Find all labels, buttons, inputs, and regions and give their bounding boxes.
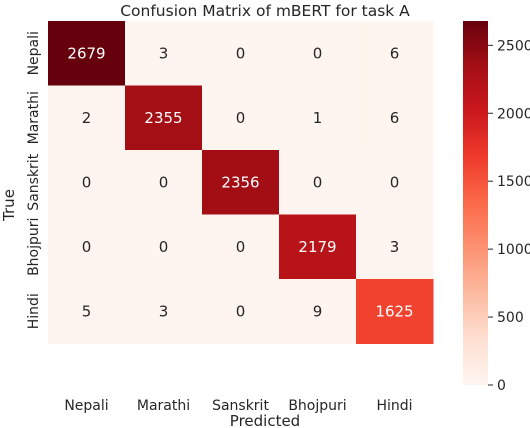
cell-value-label: 3 — [159, 302, 169, 320]
y-tick-label: Marathi — [26, 91, 42, 144]
x-tick-label: Sanskrit — [212, 398, 269, 414]
heatmap-cell-labels: 2679 3 0 0 6 2 2355 0 1 6 0 0 2356 0 0 0 0 0 2179 3 5 3 0 9 1625 — [67, 44, 413, 320]
heatmap-cell — [48, 21, 126, 86]
heatmap-cell — [356, 85, 434, 151]
y-tick-label: Bhojpuri — [26, 218, 42, 276]
heatmap-cell — [279, 279, 357, 344]
cell-value-label: 5 — [82, 302, 92, 320]
cell-value-label: 0 — [236, 302, 246, 320]
colorbar-ticks: 0 500 1000 1500 2000 2500 — [488, 38, 530, 394]
heatmap-cell — [48, 279, 126, 344]
x-tick-label: Bhojpuri — [288, 398, 346, 414]
cell-value-label: 2179 — [298, 238, 336, 256]
colorbar — [463, 21, 488, 385]
cell-value-label: 2679 — [67, 44, 105, 62]
heatmap-cell — [279, 85, 357, 151]
heatmap-cells — [48, 21, 434, 344]
cell-value-label: 6 — [390, 44, 400, 62]
cell-value-label: 2356 — [221, 173, 259, 191]
colorbar-tick-label: 2500 — [497, 38, 530, 54]
colorbar-tick-label: 2000 — [497, 106, 530, 122]
cell-value-label: 0 — [236, 44, 246, 62]
heatmap-cell — [202, 21, 280, 86]
heatmap-cell — [125, 214, 203, 280]
cell-value-label: 0 — [82, 238, 92, 256]
y-axis-label: True — [0, 189, 18, 222]
cell-value-label: 2355 — [144, 109, 182, 127]
heatmap-cell — [356, 279, 434, 344]
heatmap-cell — [48, 150, 126, 215]
heatmap-cell — [279, 150, 357, 215]
cell-value-label: 0 — [236, 109, 246, 127]
y-tick-label: Hindi — [26, 293, 42, 329]
heatmap-cell — [125, 85, 203, 151]
x-tick-labels: Nepali Marathi Sanskrit Bhojpuri Hindi — [64, 398, 412, 414]
cell-value-label: 6 — [390, 109, 400, 127]
cell-value-label: 0 — [82, 173, 92, 191]
heatmap-cell — [48, 214, 126, 280]
cell-value-label: 0 — [159, 238, 169, 256]
cell-value-label: 0 — [159, 173, 169, 191]
colorbar-tick-label: 1500 — [497, 174, 530, 190]
colorbar-tick-label: 1000 — [497, 242, 530, 258]
heatmap-cell — [202, 150, 280, 215]
cell-value-label: 3 — [159, 44, 169, 62]
cell-value-label: 1625 — [375, 302, 413, 320]
cell-value-label: 9 — [313, 302, 323, 320]
heatmap-cell — [356, 150, 434, 215]
heatmap-cell — [48, 85, 126, 151]
heatmap-cell — [202, 279, 280, 344]
chart-title: Confusion Matrix of mBERT for task A — [120, 2, 410, 20]
cell-value-label: 3 — [390, 238, 400, 256]
heatmap-cell — [356, 214, 434, 280]
cell-value-label: 0 — [313, 173, 323, 191]
x-tick-label: Nepali — [64, 398, 108, 414]
heatmap-cell — [125, 21, 203, 86]
x-tick-label: Marathi — [137, 398, 190, 414]
y-tick-label: Nepali — [26, 31, 42, 75]
cell-value-label: 2 — [82, 109, 92, 127]
x-tick-label: Hindi — [376, 398, 412, 414]
colorbar-tick-label: 500 — [497, 310, 524, 326]
heatmap-cell — [279, 21, 357, 86]
heatmap-cell — [125, 279, 203, 344]
heatmap-cell — [356, 21, 434, 86]
heatmap-cell — [279, 214, 357, 280]
colorbar-tick-label: 0 — [497, 378, 506, 394]
cell-value-label: 0 — [390, 173, 400, 191]
heatmap-cell — [202, 85, 280, 151]
cell-value-label: 0 — [236, 238, 246, 256]
y-tick-labels: Nepali Marathi Sanskrit Bhojpuri Hindi — [26, 31, 42, 329]
x-axis-label: Predicted — [230, 412, 300, 428]
y-tick-label: Sanskrit — [26, 153, 42, 210]
heatmap-cell — [202, 214, 280, 280]
cell-value-label: 0 — [313, 44, 323, 62]
cell-value-label: 1 — [313, 109, 323, 127]
heatmap-cell — [125, 150, 203, 215]
